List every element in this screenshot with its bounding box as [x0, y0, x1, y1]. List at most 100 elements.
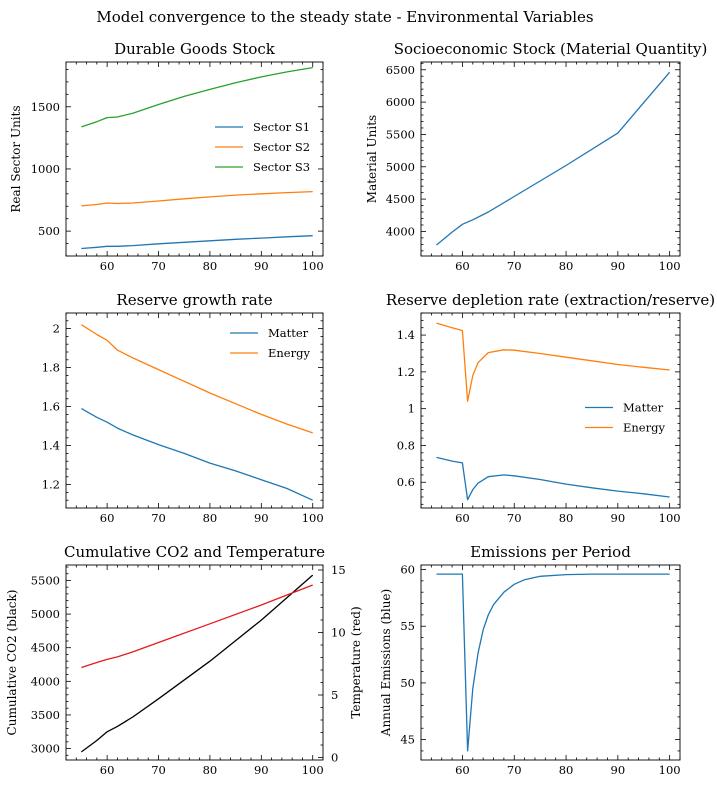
x-tick-label: 80	[203, 259, 218, 273]
legend: Sector S1 Sector S2 Sector S3	[215, 120, 310, 174]
x-tick-label: 70	[507, 259, 522, 273]
axes-frame	[420, 312, 681, 509]
x-tick-label: 80	[203, 763, 218, 777]
x-tick-label: 90	[254, 763, 269, 777]
legend-label: Matter	[623, 401, 664, 415]
y-tick-label: 1	[408, 402, 415, 416]
x-tick-label: 90	[254, 511, 269, 525]
axes-frame	[65, 61, 324, 257]
x-tick-label: 80	[559, 259, 574, 273]
legend-label: Energy	[623, 421, 665, 435]
x-tick-label: 100	[659, 511, 681, 525]
y-right-tick-label: 10	[331, 626, 346, 640]
y-axis-label: Material Units	[365, 115, 379, 203]
series-line-energy	[81, 324, 313, 434]
y-tick-label: 5000	[31, 607, 60, 621]
panel-emissions-per-period: Emissions per Period 60 70 80 90 100 45 50 55 60 A…	[379, 543, 681, 777]
panel-reserve-growth-rate: Reserve growth rate 60 70 80 90 100 1.2 1.4 1.6 1…	[42, 291, 324, 525]
y-tick-label: 1000	[31, 162, 60, 176]
chart-title: Durable Goods Stock	[114, 40, 276, 58]
x-tick-label: 60	[455, 763, 470, 777]
y-tick-label: 1.2	[42, 478, 60, 492]
series-line-sector-s3	[81, 66, 313, 128]
x-tick-label: 90	[254, 259, 269, 273]
y-tick-label: 4500	[386, 192, 415, 206]
x-tick-label: 60	[455, 511, 470, 525]
y-tick-label: 1500	[31, 100, 60, 114]
panel-durable-goods-stock: Durable Goods Stock 60 70 80 90 100 500 1000 150…	[9, 40, 324, 273]
y-tick-label: 1.4	[42, 439, 60, 453]
x-tick-label: 70	[507, 763, 522, 777]
y-right-axis-label: Temperature (red)	[349, 606, 363, 718]
x-tick-label: 80	[203, 511, 218, 525]
axes-frame	[420, 61, 681, 257]
y-tick-label: 1.2	[397, 365, 415, 379]
panel-cumulative-co2-temperature: Cumulative CO2 and Temperature 60 70 80 90 10…	[5, 543, 363, 777]
x-tick-label: 70	[151, 259, 166, 273]
figure-title: Model convergence to the steady state - …	[96, 8, 594, 26]
series-line-black	[81, 574, 314, 753]
y-right-tick-label: 0	[331, 751, 338, 765]
y-tick-label: 6500	[386, 63, 415, 77]
chart-title: Cumulative CO2 and Temperature	[64, 543, 325, 561]
y-axis-label: Cumulative CO2 (black)	[5, 590, 19, 736]
x-tick-label: 80	[559, 763, 574, 777]
legend-label: Matter	[268, 326, 309, 340]
x-tick-label: 100	[659, 763, 681, 777]
y-tick-label: 1.4	[397, 328, 415, 342]
series-line-matter	[436, 456, 670, 501]
x-tick-label: 90	[611, 763, 626, 777]
axes-frame	[65, 312, 324, 509]
legend-label: Sector S2	[253, 140, 310, 154]
legend: Matter Energy	[585, 401, 665, 435]
series-line-blue	[436, 573, 670, 752]
x-tick-label: 60	[100, 259, 115, 273]
y-tick-label: 0.6	[397, 475, 415, 489]
y-tick-label: 500	[38, 224, 60, 238]
y-tick-label: 45	[400, 733, 415, 747]
y-tick-label: 5500	[386, 127, 415, 141]
y-tick-label: 6000	[386, 95, 415, 109]
y-tick-label: 4000	[386, 224, 415, 238]
y-tick-label: 4000	[31, 674, 60, 688]
chart-title: Socioeconomic Stock (Material Quantity)	[394, 40, 708, 58]
y-tick-label: 55	[400, 619, 415, 633]
x-tick-label: 100	[302, 259, 324, 273]
y-tick-label: 0.8	[397, 438, 415, 452]
axes-frame	[65, 564, 324, 761]
x-tick-label: 100	[302, 511, 324, 525]
series-line-sector-s2	[81, 190, 313, 207]
y-axis-label: Real Sector Units	[9, 105, 23, 212]
y-tick-label: 60	[400, 563, 415, 577]
y-tick-label: 50	[400, 676, 415, 690]
y-right-tick-label: 15	[331, 563, 346, 577]
y-tick-label: 5500	[31, 573, 60, 587]
x-tick-label: 80	[559, 511, 574, 525]
series-line-matter	[81, 408, 313, 501]
chart-title: Reserve growth rate	[116, 291, 272, 309]
x-tick-label: 90	[611, 259, 626, 273]
series-line-energy	[436, 322, 670, 402]
y-tick-label: 1.8	[42, 361, 60, 375]
x-tick-label: 100	[302, 763, 324, 777]
legend-label: Sector S1	[253, 120, 310, 134]
x-tick-label: 90	[611, 511, 626, 525]
y-tick-label: 4500	[31, 641, 60, 655]
x-tick-label: 60	[100, 511, 115, 525]
panel-reserve-depletion-rate: Reserve depletion rate (extraction/reser…	[386, 291, 715, 525]
panel-socioeconomic-stock: Socioeconomic Stock (Material Quantity) 6…	[365, 40, 707, 273]
x-tick-label: 70	[151, 763, 166, 777]
axes-frame	[420, 564, 681, 761]
legend-label: Energy	[268, 346, 310, 360]
y-tick-label: 1.6	[42, 400, 60, 414]
y-right-tick-label: 5	[331, 688, 338, 702]
series-line-red	[81, 584, 313, 669]
x-tick-label: 70	[151, 511, 166, 525]
series-line-blue	[436, 71, 671, 246]
chart-title: Emissions per Period	[470, 543, 631, 561]
x-tick-label: 100	[659, 259, 681, 273]
y-tick-label: 5000	[386, 160, 415, 174]
y-tick-label: 3500	[31, 708, 60, 722]
y-tick-label: 2	[53, 322, 60, 336]
